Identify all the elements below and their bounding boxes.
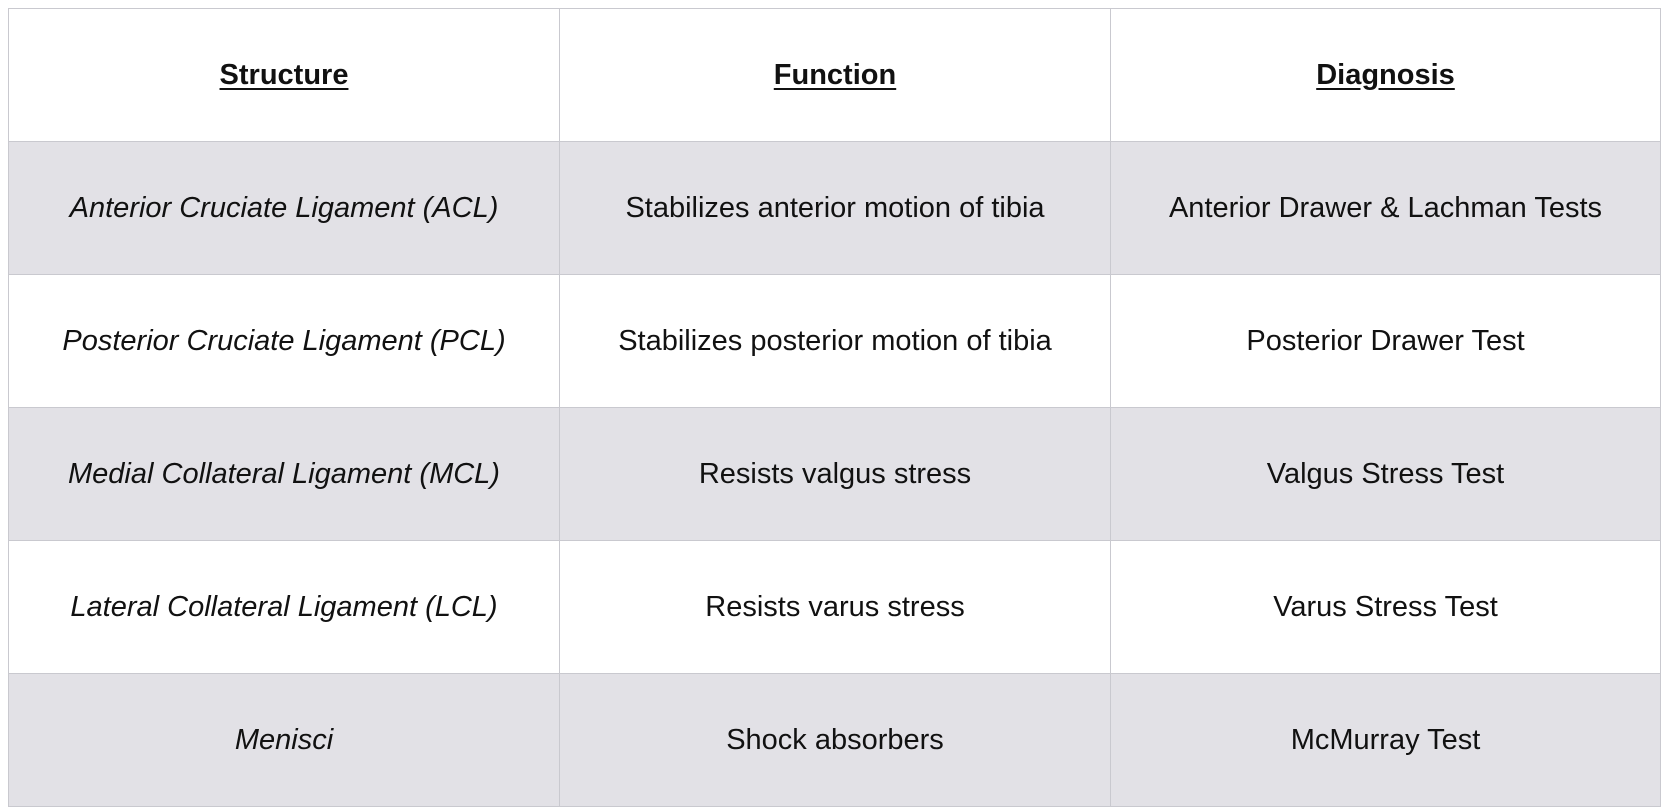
cell-diagnosis: Posterior Drawer Test — [1110, 274, 1661, 408]
cell-structure: Medial Collateral Ligament (MCL) — [8, 407, 560, 541]
cell-function: Stabilizes posterior motion of tibia — [559, 274, 1111, 408]
cell-structure: Menisci — [8, 673, 560, 807]
cell-diagnosis: Varus Stress Test — [1110, 540, 1661, 674]
table-header: Structure Function Diagnosis — [8, 8, 1661, 142]
header-row: Structure Function Diagnosis — [8, 8, 1661, 142]
cell-function: Stabilizes anterior motion of tibia — [559, 141, 1111, 275]
cell-diagnosis: Valgus Stress Test — [1110, 407, 1661, 541]
cell-structure: Anterior Cruciate Ligament (ACL) — [8, 141, 560, 275]
table-row: Lateral Collateral Ligament (LCL) Resist… — [8, 540, 1661, 674]
cell-function: Resists valgus stress — [559, 407, 1111, 541]
cell-function: Shock absorbers — [559, 673, 1111, 807]
cell-function: Resists varus stress — [559, 540, 1111, 674]
cell-structure: Lateral Collateral Ligament (LCL) — [8, 540, 560, 674]
cell-structure: Posterior Cruciate Ligament (PCL) — [8, 274, 560, 408]
table-row: Posterior Cruciate Ligament (PCL) Stabil… — [8, 274, 1661, 408]
header-diagnosis: Diagnosis — [1110, 8, 1661, 142]
table-row: Menisci Shock absorbers McMurray Test — [8, 673, 1661, 807]
cell-diagnosis: McMurray Test — [1110, 673, 1661, 807]
table-body: Anterior Cruciate Ligament (ACL) Stabili… — [8, 141, 1661, 807]
knee-structures-table: Structure Function Diagnosis Anterior Cr… — [8, 8, 1661, 807]
cell-diagnosis: Anterior Drawer & Lachman Tests — [1110, 141, 1661, 275]
header-function: Function — [559, 8, 1111, 142]
table-row: Anterior Cruciate Ligament (ACL) Stabili… — [8, 141, 1661, 275]
header-structure: Structure — [8, 8, 560, 142]
table-row: Medial Collateral Ligament (MCL) Resists… — [8, 407, 1661, 541]
